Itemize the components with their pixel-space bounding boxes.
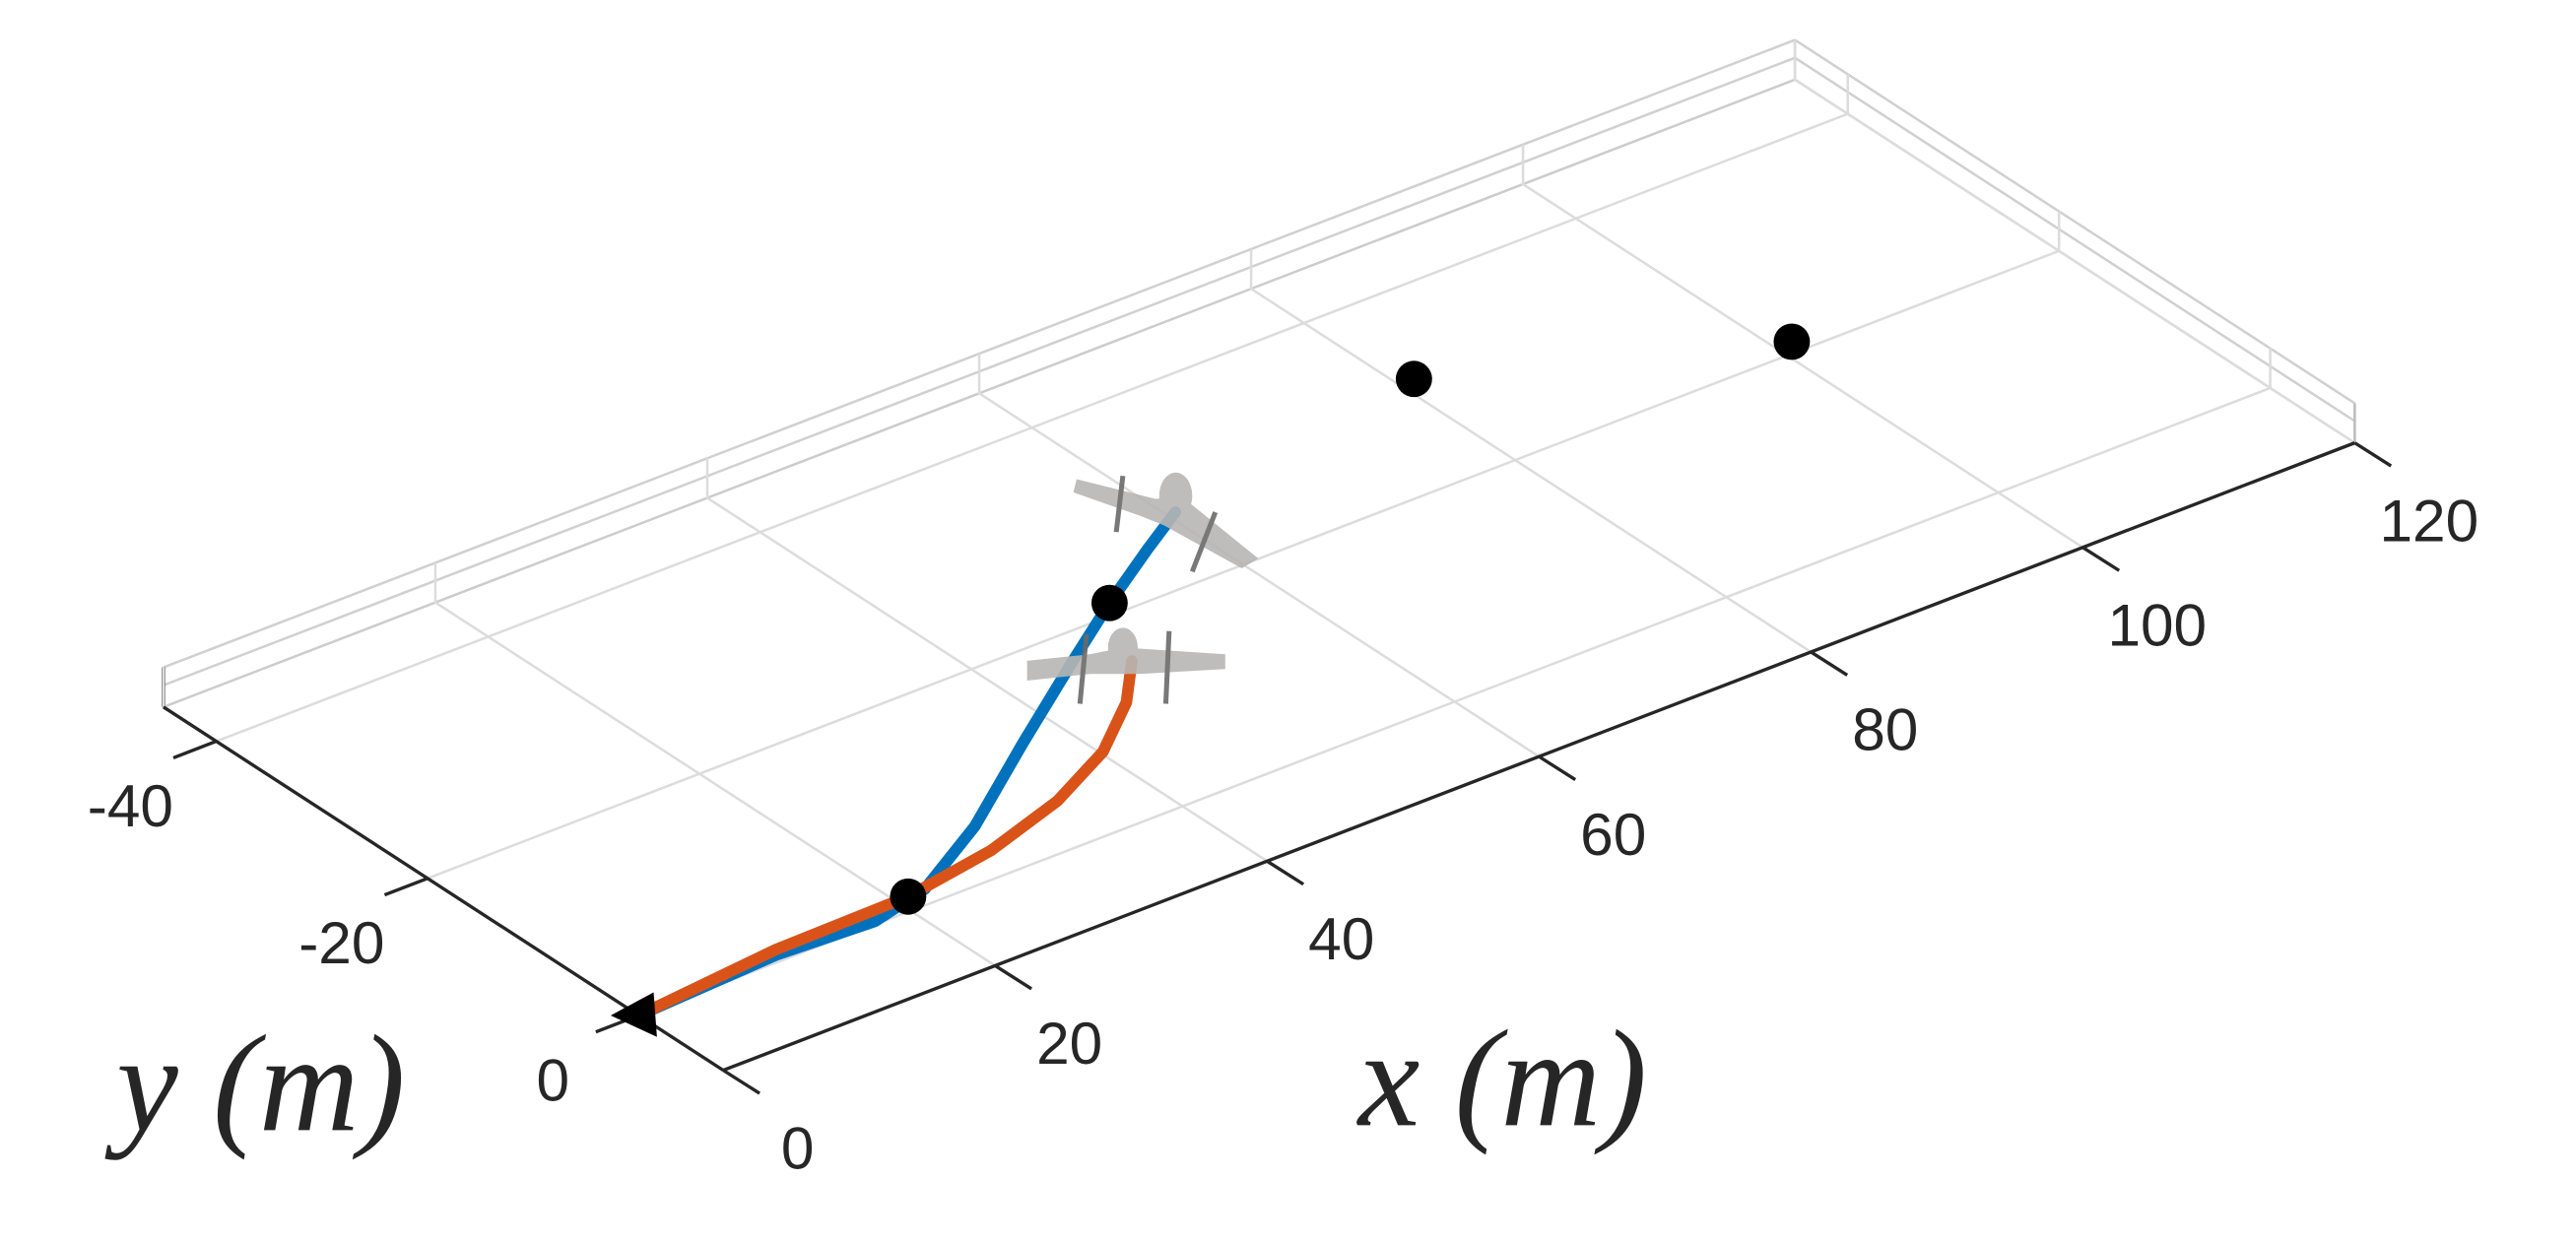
aircraft-icon (1073, 472, 1259, 573)
y-grid-line (637, 348, 2272, 1017)
x-tick-label: 80 (1852, 696, 1918, 763)
axes: 0 20 40 60 80 100 120 -40 -20 0 (88, 441, 2478, 1181)
x-grid-line (705, 458, 1268, 863)
y-tick-mark (383, 877, 429, 897)
x-grid-line (433, 562, 996, 967)
x-grid-line (977, 354, 1540, 758)
x-tick-label: 0 (781, 1114, 815, 1181)
aircraft-icon (1026, 627, 1225, 704)
x-tick-label: 40 (1308, 905, 1374, 972)
start-marker (610, 992, 657, 1037)
waypoint (1773, 323, 1811, 360)
x-tick-label: 100 (2107, 592, 2207, 659)
x-tick-mark (2081, 546, 2121, 572)
y-grid-line (216, 74, 1849, 743)
x-tick-mark (2353, 441, 2393, 468)
x-tick-mark (1266, 859, 1305, 886)
x-grid-line (1793, 39, 2356, 444)
trajectory (632, 506, 1182, 1021)
y-tick-label: -20 (298, 909, 384, 976)
y-tick-label: 0 (536, 1046, 569, 1113)
x-grid-line (1521, 144, 2084, 549)
y-axis-label: y (m) (104, 1008, 405, 1160)
wall-line (1794, 38, 2356, 405)
grid (162, 38, 2356, 1072)
y-tick-label: -40 (88, 772, 173, 839)
x-axis-line (722, 441, 2355, 1073)
trajectory (632, 655, 1138, 1021)
x-tick-label: 20 (1036, 1010, 1102, 1077)
plot-area (610, 323, 1811, 1037)
y-tick-mark (172, 740, 218, 759)
x-tick-mark (1810, 650, 1849, 677)
x-axis-label: x (m) (1356, 1003, 1647, 1155)
x-tick-label: 60 (1580, 801, 1646, 868)
x-tick-mark (1538, 754, 1577, 781)
y-grid-line (427, 211, 2061, 880)
wall-line (1794, 56, 2356, 423)
waypoint (1090, 584, 1128, 622)
x-tick-mark (994, 964, 1033, 991)
waypoint (890, 878, 927, 915)
waypoint (1395, 360, 1432, 398)
x-grid-line (1249, 248, 1813, 654)
x-tick-mark (722, 1069, 760, 1095)
x-tick-label: 120 (2379, 487, 2478, 554)
